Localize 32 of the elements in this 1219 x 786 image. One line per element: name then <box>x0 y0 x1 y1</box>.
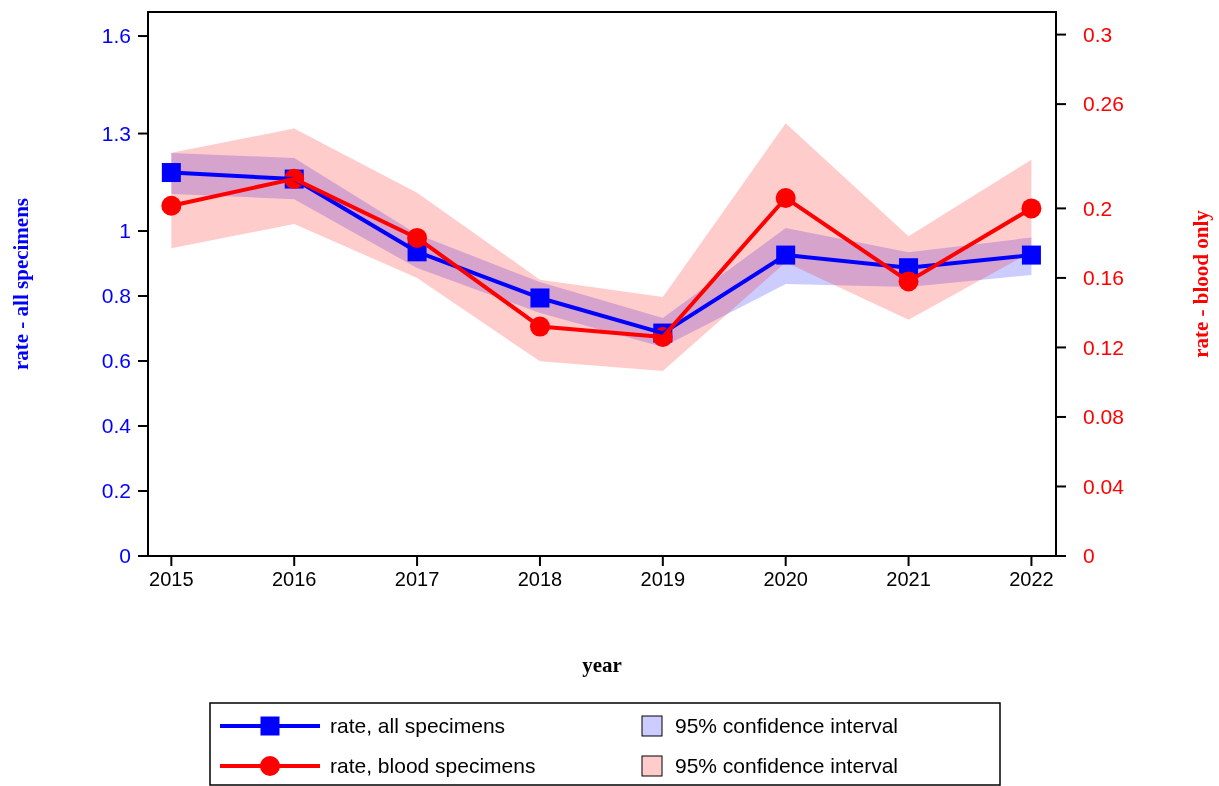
point <box>1021 245 1041 265</box>
x-tick-label: 2016 <box>271 568 317 590</box>
legend-label: rate, blood specimens <box>330 754 536 778</box>
y-tick-label: 1.3 <box>101 121 131 145</box>
x-tick-label: 2020 <box>763 568 808 590</box>
y-tick-label: 1.6 <box>101 24 131 48</box>
legend-label: rate, all specimens <box>330 714 506 738</box>
x-tick-label: 2015 <box>149 568 194 590</box>
x-axis-title: year <box>582 653 622 677</box>
legend-label: 95% confidence interval <box>675 714 898 738</box>
y2-tick-label: 0 <box>1083 544 1095 568</box>
y-tick-label: 0.6 <box>101 349 131 373</box>
x-tick-label: 2019 <box>640 568 686 590</box>
y-tick-label: 1 <box>119 219 131 243</box>
x-tick-label: 2022 <box>1009 568 1054 590</box>
y2-tick-label: 0.2 <box>1083 196 1113 220</box>
x-tick-label: 2018 <box>517 568 563 590</box>
x-tick-label: 2021 <box>886 568 931 590</box>
y2-tick-label: 0.3 <box>1083 22 1113 46</box>
y-tick-label: 0 <box>119 544 131 568</box>
x-tick-label: 2017 <box>394 568 440 590</box>
y2-tick-label: 0.26 <box>1083 92 1124 116</box>
y-tick-label: 0.4 <box>101 414 132 438</box>
y-tick-label: 0.8 <box>101 284 131 308</box>
y2-tick-label: 0.08 <box>1083 405 1124 429</box>
legend-label: 95% confidence interval <box>675 754 898 778</box>
y2-tick-label: 0.12 <box>1083 335 1124 359</box>
y2-axis-title: rate - blood only <box>1189 209 1213 358</box>
y-axis-title: rate - all specimens <box>9 197 33 371</box>
y2-tick-label: 0.16 <box>1083 266 1124 290</box>
y2-tick-label: 0.04 <box>1083 474 1125 498</box>
y-tick-label: 0.2 <box>101 479 131 503</box>
